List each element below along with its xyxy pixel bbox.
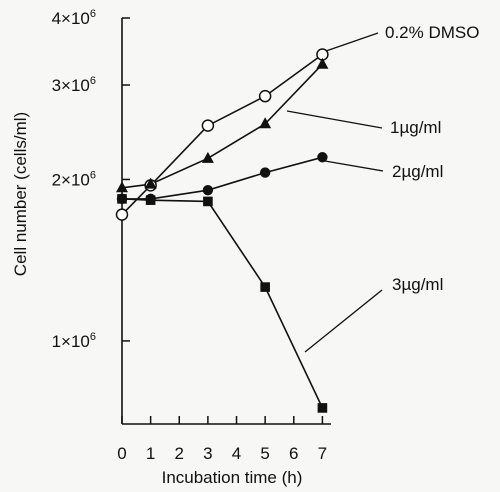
y-tick-label: 3×106 [52, 75, 96, 95]
y-tick-label: 4×106 [52, 8, 96, 28]
series-labels: 0.2% DMSO 1µg/ml 2µg/ml 3µg/ml [286, 23, 479, 353]
data-point-open-circle [115, 208, 129, 221]
x-tick-label: 7 [318, 444, 327, 463]
y-tick-label-exponent: 6 [90, 331, 96, 343]
series-line-3 [121, 198, 324, 409]
data-point-filled-circle [259, 167, 271, 178]
series-lines [121, 53, 324, 409]
y-tick-label-base: 4×10 [52, 9, 90, 28]
series-line-1 [121, 63, 323, 189]
x-tick-label: 5 [260, 444, 269, 463]
data-point-filled-circle [317, 152, 328, 163]
series-label: 2µg/ml [392, 162, 443, 181]
y-tick-label-base: 3×10 [52, 76, 90, 95]
data-point-triangle [316, 57, 329, 69]
data-point-triangle [144, 177, 157, 189]
data-point-square [260, 282, 270, 292]
data-point-triangle [116, 181, 128, 193]
series-label: 1µg/ml [390, 118, 441, 137]
x-axis-label: Incubation time (h) [162, 468, 303, 487]
y-tick-label-exponent: 6 [90, 8, 96, 20]
series-leader-line [324, 160, 384, 172]
x-tick-label: 4 [232, 444, 241, 463]
data-point-square [203, 196, 213, 207]
y-tick-label-exponent: 6 [90, 75, 96, 87]
series-leader-line [286, 110, 383, 129]
data-point-filled-circle [202, 184, 214, 196]
x-tick-label: 3 [203, 444, 212, 463]
series-leader-line [304, 289, 383, 353]
y-tick-label-base: 1×10 [52, 332, 90, 351]
x-tick-label: 1 [146, 444, 155, 463]
series-label: 0.2% DMSO [385, 23, 479, 42]
series-markers [115, 48, 329, 413]
data-point-open-circle [201, 119, 215, 132]
x-tick-label: 6 [289, 444, 298, 463]
data-point-square [317, 403, 328, 413]
y-tick-label-exponent: 6 [90, 169, 96, 181]
data-point-square [145, 195, 156, 205]
y-tick-label: 1×106 [52, 331, 96, 351]
y-tick-label-base: 2×10 [52, 170, 90, 189]
series-label: 3µg/ml [392, 275, 443, 294]
data-point-square [117, 194, 127, 204]
series-line-2 [122, 156, 323, 200]
series-leader-line [325, 32, 379, 52]
data-point-triangle [259, 117, 272, 129]
x-tick-label: 2 [175, 444, 184, 463]
y-axis-label: Cell number (cells/ml) [11, 112, 30, 276]
data-point-triangle [201, 151, 214, 163]
axes [121, 18, 331, 425]
data-point-open-circle [258, 89, 272, 103]
y-tick-label: 2×106 [52, 169, 96, 189]
x-tick-label: 0 [117, 444, 126, 463]
